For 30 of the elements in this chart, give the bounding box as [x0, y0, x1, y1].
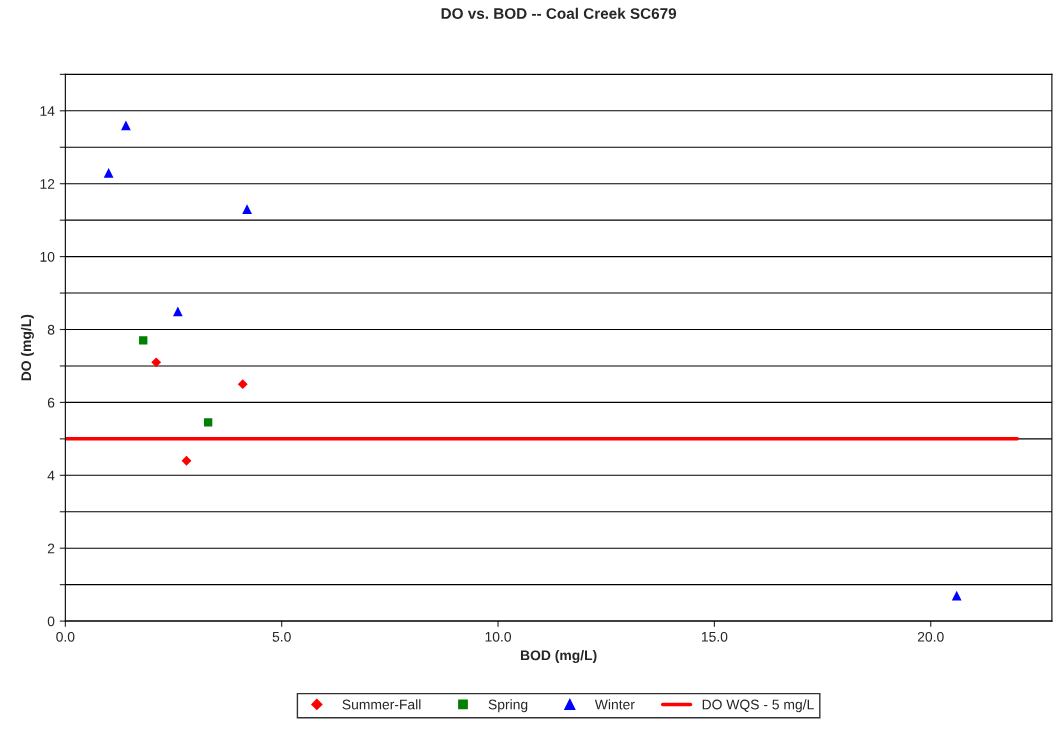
y-tick-label: 4 — [47, 470, 55, 481]
point — [237, 379, 248, 390]
point — [151, 357, 162, 368]
y-tick-label: 6 — [47, 397, 55, 408]
point — [951, 590, 962, 601]
point — [103, 167, 114, 178]
y-axis-title: DO (mg/L) — [20, 314, 34, 381]
x-tick-label: 15.0 — [701, 631, 728, 642]
legend-label: Spring — [488, 699, 528, 713]
y-tick-label: 12 — [40, 179, 55, 189]
point — [242, 204, 252, 215]
y-tick-label: 2 — [47, 543, 55, 554]
y-tick-label: 8 — [47, 324, 55, 335]
point — [181, 455, 192, 466]
y-tick-label: 10 — [40, 251, 55, 262]
point — [172, 306, 183, 317]
y-tick-label: 14 — [40, 106, 55, 116]
legend-label: Winter — [594, 699, 635, 710]
point — [121, 120, 131, 131]
x-tick-label: 0.0 — [56, 631, 75, 642]
legend-label: DO WQS - 5 mg/L — [702, 699, 814, 713]
x-tick-label: 5.0 — [272, 631, 291, 642]
point — [203, 418, 213, 427]
y-tick-label: 0 — [47, 616, 55, 627]
x-tick-label: 10.0 — [485, 631, 512, 642]
point — [139, 336, 148, 345]
legend-label: Summer-Fall — [342, 699, 421, 710]
x-tick-label: 20.0 — [917, 631, 944, 642]
x-axis-title: BOD (mg/L) — [520, 650, 597, 664]
chart-title: DO vs. BOD -- Coal Creek SC679 — [441, 7, 677, 19]
